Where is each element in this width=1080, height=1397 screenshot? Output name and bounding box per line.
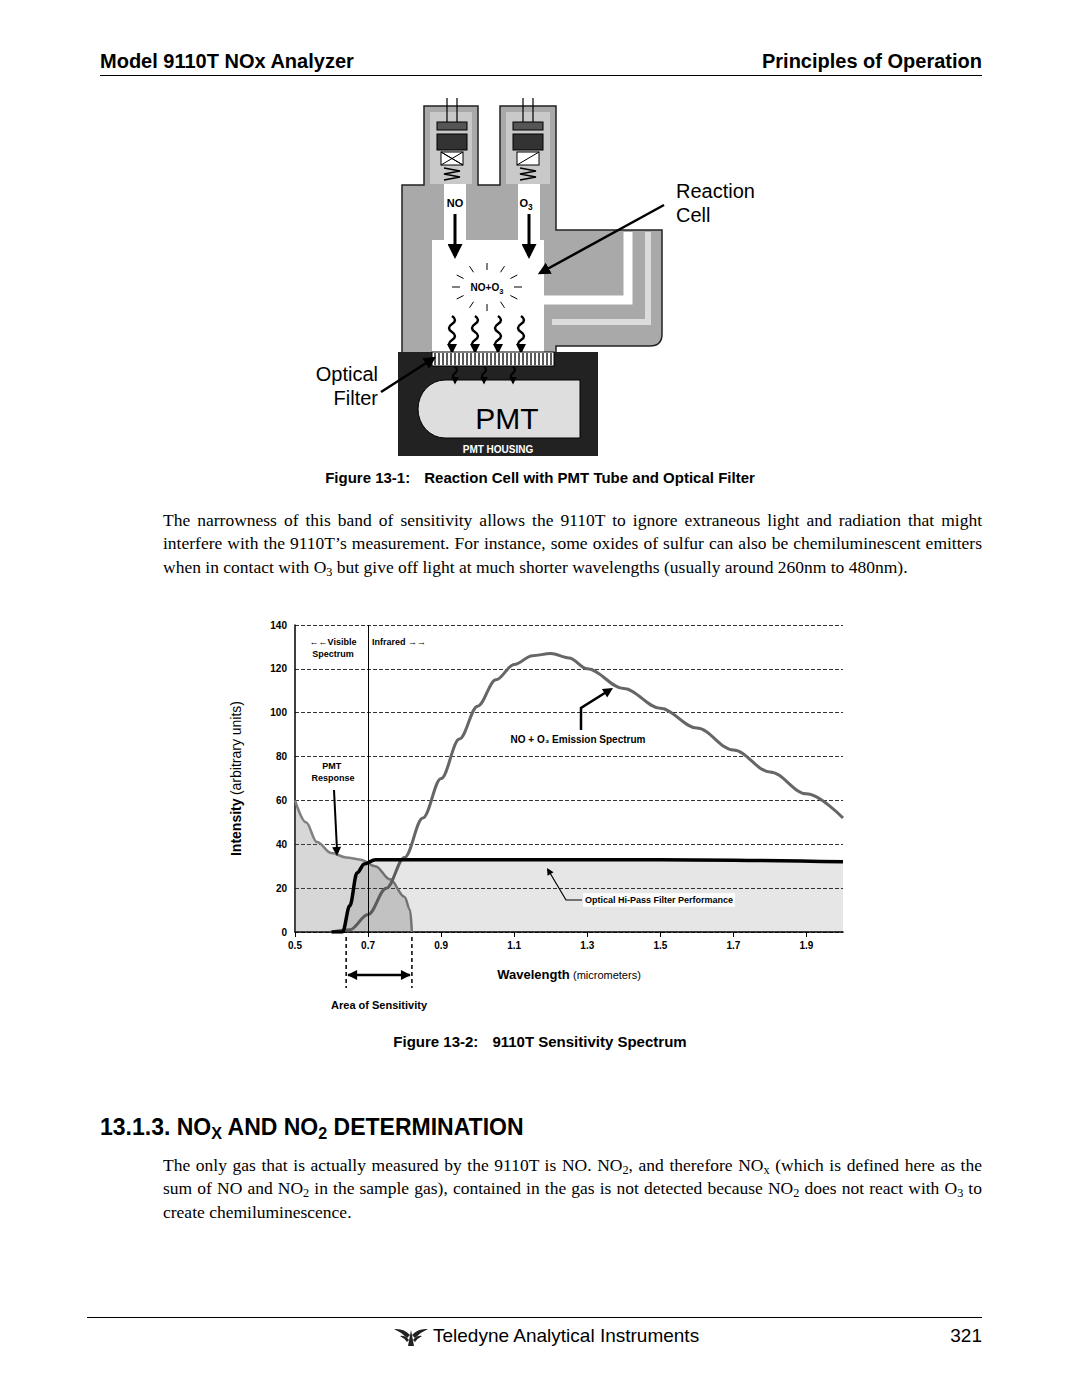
html-text:Figure 13-1:: Figure 13-1: bbox=[325, 469, 411, 486]
svg-text:0.7: 0.7 bbox=[361, 940, 375, 951]
svg-text:140: 140 bbox=[270, 620, 287, 631]
svg-text:Cell: Cell bbox=[676, 204, 710, 226]
html-text:13.1.3. NOXAND NO2DETERMINATIO: 13.1.3. NOXAND NO2DETERMINATION bbox=[100, 1114, 524, 1142]
svg-text:Wavelength: Wavelength bbox=[497, 967, 570, 982]
svg-text:PMT: PMT bbox=[322, 761, 344, 771]
svg-text:NO + O₃ Emission Spectrum: NO + O₃ Emission Spectrum bbox=[511, 734, 646, 745]
svg-text:PMT: PMT bbox=[475, 402, 538, 435]
svg-text:Intensity: Intensity bbox=[228, 798, 244, 856]
svg-text:1.9: 1.9 bbox=[800, 940, 814, 951]
svg-text:Reaction: Reaction bbox=[676, 180, 755, 202]
svg-text:1.7: 1.7 bbox=[726, 940, 740, 951]
svg-text:80: 80 bbox=[276, 751, 288, 762]
svg-text:1.3: 1.3 bbox=[580, 940, 594, 951]
svg-text:40: 40 bbox=[276, 839, 288, 850]
svg-text:Area of Sensitivity: Area of Sensitivity bbox=[331, 999, 428, 1011]
svg-text:NO+O3: NO+O3 bbox=[471, 282, 504, 296]
svg-text:0.9: 0.9 bbox=[434, 940, 448, 951]
html-text:Figure 13-2:: Figure 13-2: bbox=[393, 1033, 479, 1050]
svg-text:0: 0 bbox=[281, 927, 287, 938]
svg-text:120: 120 bbox=[270, 663, 287, 674]
svg-text:Infrared →→: Infrared →→ bbox=[372, 637, 426, 647]
svg-text:(arbitrary units): (arbitrary units) bbox=[228, 701, 244, 795]
html-text:The only gas that is actually: The only gas that is actually measured b… bbox=[163, 1155, 982, 1222]
svg-text:1.5: 1.5 bbox=[653, 940, 667, 951]
svg-text:Response: Response bbox=[311, 773, 354, 783]
html-text:Model 9110T NOx Analyzer: Model 9110T NOx Analyzer bbox=[100, 50, 354, 72]
svg-text:20: 20 bbox=[276, 883, 288, 894]
svg-text:←←Visible: ←←Visible bbox=[310, 637, 357, 647]
svg-text:Spectrum: Spectrum bbox=[312, 649, 354, 659]
html-text:Reaction Cell with PMT Tube an: Reaction Cell with PMT Tube and Optical … bbox=[424, 469, 755, 486]
html-text:321: 321 bbox=[950, 1325, 982, 1346]
html-text:Principles of Operation: Principles of Operation bbox=[762, 50, 982, 72]
svg-text:100: 100 bbox=[270, 707, 287, 718]
svg-text:PMT HOUSING: PMT HOUSING bbox=[463, 444, 534, 455]
svg-text:Filter: Filter bbox=[334, 387, 379, 409]
svg-text:Optical: Optical bbox=[316, 363, 378, 385]
svg-text:NO: NO bbox=[447, 197, 464, 209]
html-text:9110T Sensitivity Spectrum: 9110T Sensitivity Spectrum bbox=[492, 1033, 687, 1050]
svg-text:0.5: 0.5 bbox=[288, 940, 302, 951]
svg-text:O3: O3 bbox=[519, 197, 533, 212]
svg-text:60: 60 bbox=[276, 795, 288, 806]
svg-text:Optical Hi-Pass Filter Perform: Optical Hi-Pass Filter Performance bbox=[585, 895, 733, 905]
html-text:The narrowness of this band of: The narrowness of this band of sensitivi… bbox=[163, 510, 982, 579]
svg-text:(micrometers): (micrometers) bbox=[573, 969, 641, 981]
html-text:Teledyne Analytical Instrument: Teledyne Analytical Instruments bbox=[433, 1325, 700, 1346]
svg-text:1.1: 1.1 bbox=[507, 940, 521, 951]
